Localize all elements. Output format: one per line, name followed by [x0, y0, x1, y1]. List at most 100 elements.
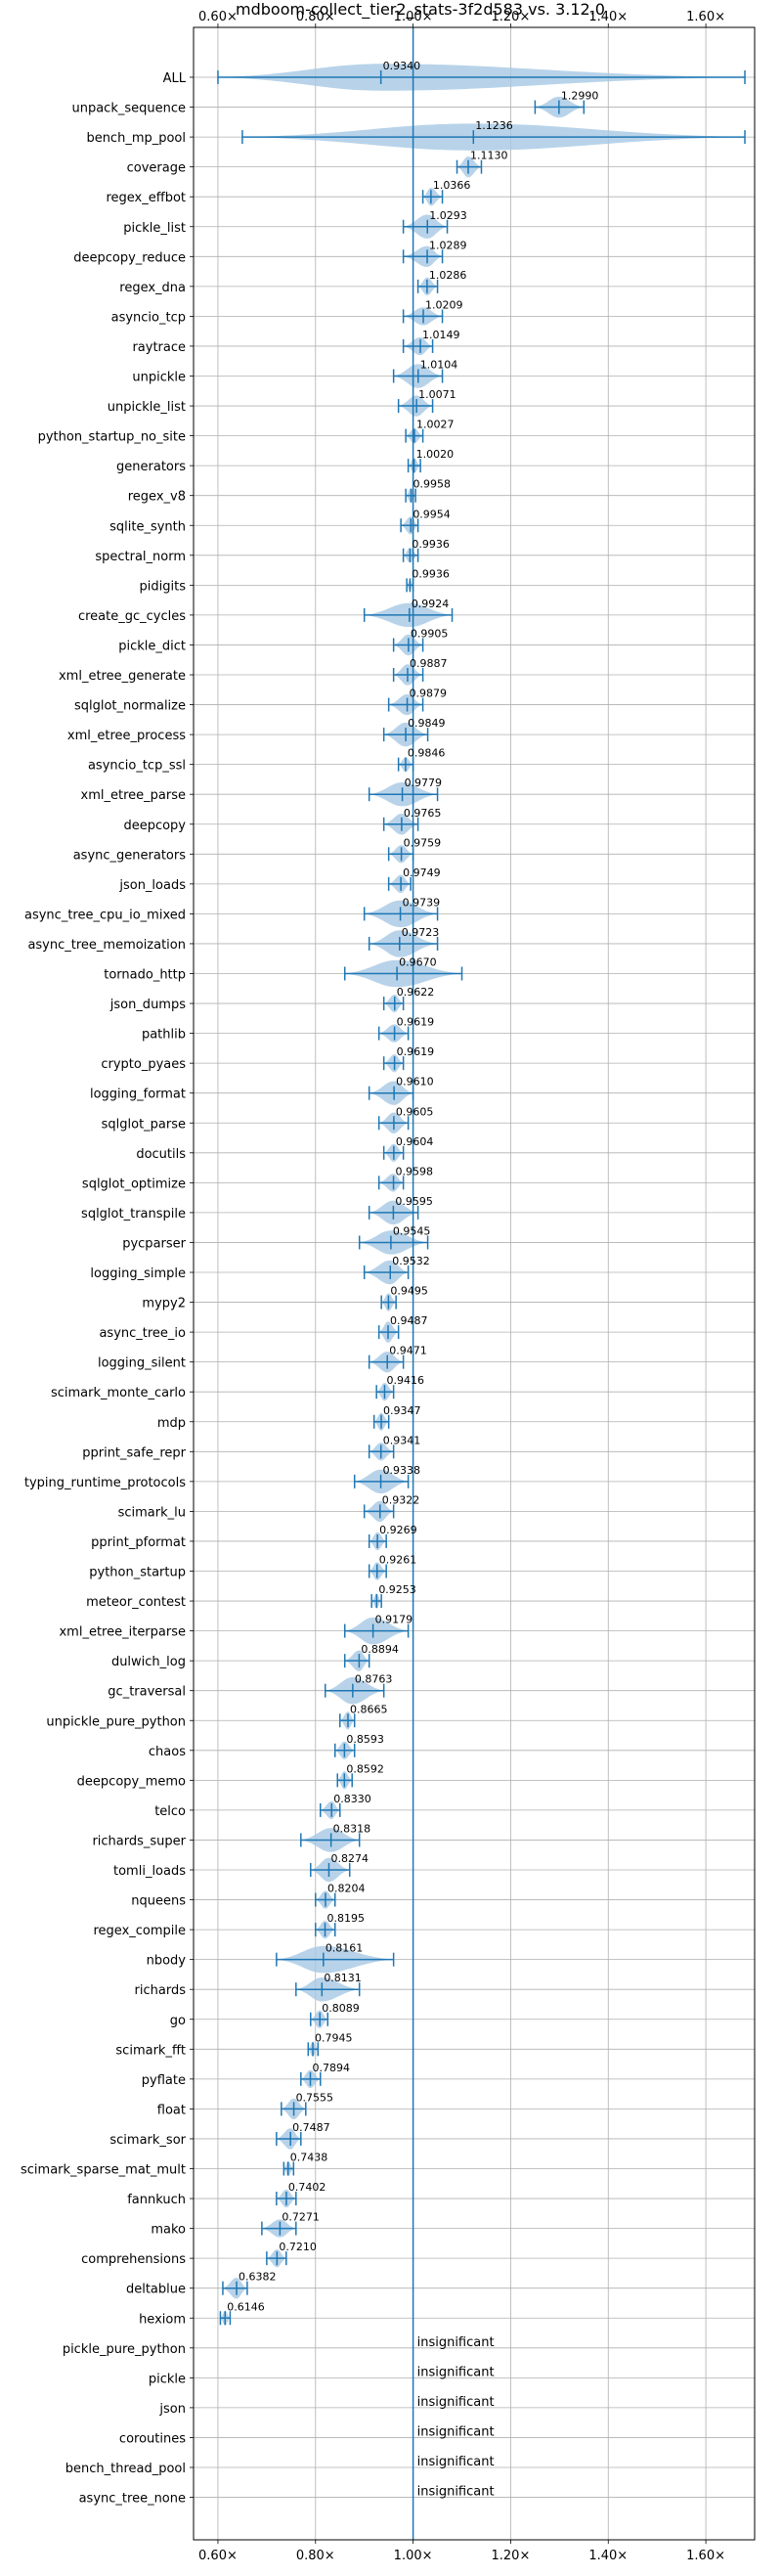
value-label: 0.9905	[411, 627, 449, 640]
y-tick-label: sqlglot_transpile	[81, 1207, 186, 1221]
y-tick-label: coverage	[127, 161, 186, 176]
y-tick-label: async_generators	[73, 848, 187, 863]
value-label: 0.8763	[355, 1673, 393, 1686]
insignificant-label: insignificant	[417, 2395, 495, 2410]
value-label: 0.7894	[312, 2062, 350, 2074]
y-tick-label: crypto_pyaes	[101, 1057, 186, 1072]
value-label: 0.9958	[413, 478, 452, 491]
x-tick-label-bottom: 0.80×	[296, 2549, 335, 2563]
y-tick-label: sqlglot_parse	[102, 1117, 186, 1132]
y-tick-label: hexiom	[139, 2312, 186, 2327]
y-tick-label: async_tree_none	[79, 2492, 186, 2507]
violin-layer	[217, 27, 746, 2540]
value-label: 0.9610	[396, 1076, 434, 1088]
value-label: 1.0366	[433, 179, 471, 192]
y-tick-label: unpickle	[132, 371, 186, 385]
value-label: 0.8592	[346, 1762, 384, 1775]
value-label: 0.7271	[282, 2211, 320, 2224]
value-label: 1.1236	[475, 119, 513, 132]
x-tick-label-bottom: 0.60×	[198, 2549, 238, 2563]
y-tick-label: nqueens	[131, 1894, 186, 1909]
value-label: 0.9495	[390, 1285, 428, 1298]
value-label: 1.0071	[418, 388, 456, 401]
value-label: 0.8330	[333, 1793, 371, 1805]
insignificant-label: insignificant	[417, 2335, 495, 2350]
y-tick-label: asyncio_tcp_ssl	[88, 759, 186, 774]
value-label: 0.8204	[327, 1883, 366, 1895]
value-label: 0.9545	[393, 1224, 431, 1237]
x-tick-label-top: 1.40×	[588, 10, 628, 24]
value-label: 0.9622	[397, 986, 435, 999]
y-tick-label: tomli_loads	[113, 1864, 186, 1879]
value-label: 0.9879	[410, 688, 448, 700]
y-tick-label: comprehensions	[81, 2252, 186, 2267]
value-label: 0.9849	[408, 717, 446, 730]
value-label: 1.0289	[429, 239, 467, 251]
value-label: 0.8274	[330, 1852, 369, 1865]
y-tick-label: sqlglot_optimize	[82, 1177, 186, 1191]
value-label: 0.9338	[383, 1464, 421, 1477]
y-tick-label: typing_runtime_protocols	[24, 1476, 186, 1490]
y-tick-label: pathlib	[142, 1028, 186, 1043]
y-tick-label: raytrace	[132, 340, 186, 355]
y-tick-label: spectral_norm	[95, 550, 186, 564]
y-tick-label: xml_etree_parse	[81, 788, 186, 803]
insignificant-label: insignificant	[417, 2424, 495, 2439]
y-tick-label: deepcopy_reduce	[73, 250, 186, 265]
value-label: 0.9604	[396, 1135, 434, 1148]
value-label: 0.9887	[410, 657, 448, 670]
value-label: 1.0149	[422, 329, 460, 341]
value-label: 0.9595	[395, 1195, 433, 1208]
value-label: 0.9261	[379, 1554, 417, 1567]
value-label: 0.8665	[350, 1703, 388, 1715]
value-label: 0.8593	[346, 1733, 384, 1746]
value-label: 0.9619	[397, 1045, 435, 1058]
axis-layer: ALL unpack_sequence bench_mp_pool coverage r…	[21, 10, 756, 2563]
y-tick-label: async_tree_io	[99, 1326, 186, 1341]
y-tick-label: unpickle_list	[108, 400, 186, 415]
value-label: 0.7945	[315, 2031, 353, 2044]
y-tick-label: ALL	[163, 71, 187, 86]
y-tick-label: scimark_sor	[109, 2133, 186, 2148]
y-tick-label: create_gc_cycles	[78, 609, 186, 624]
x-tick-label-top: 1.20×	[492, 10, 531, 24]
value-label: 0.8131	[324, 1972, 362, 1984]
value-label: 1.1130	[470, 150, 508, 162]
y-tick-label: pycparser	[122, 1236, 186, 1251]
y-tick-label: pidigits	[140, 579, 187, 594]
value-label: 0.7402	[288, 2181, 326, 2194]
y-tick-label: regex_effbot	[106, 191, 186, 205]
y-tick-label: async_tree_cpu_io_mixed	[24, 908, 186, 922]
x-tick-label-top: 0.80×	[296, 10, 335, 24]
value-label: 0.8318	[333, 1822, 371, 1835]
x-tick-label-bottom: 1.20×	[492, 2549, 531, 2563]
value-label: 0.9846	[408, 747, 446, 760]
y-tick-label: pickle_pure_python	[63, 2342, 186, 2357]
value-label: 0.8894	[361, 1643, 399, 1656]
x-tick-label-bottom: 1.00×	[394, 2549, 433, 2563]
y-tick-label: pprint_safe_repr	[82, 1445, 186, 1460]
y-tick-label: float	[157, 2103, 186, 2117]
y-tick-label: generators	[116, 460, 186, 474]
y-tick-label: sqlglot_normalize	[74, 699, 186, 714]
y-tick-label: coroutines	[119, 2431, 186, 2446]
value-label: 0.9759	[404, 836, 442, 849]
insignificant-label: insignificant	[417, 2365, 495, 2379]
y-tick-label: scimark_monte_carlo	[51, 1386, 186, 1400]
y-tick-label: pickle	[149, 2372, 186, 2386]
value-label: 0.9749	[403, 866, 441, 879]
value-label: 0.7555	[296, 2091, 334, 2104]
y-tick-label: bench_thread_pool	[65, 2462, 186, 2476]
value-label: 0.9765	[404, 807, 442, 820]
y-tick-label: json	[158, 2402, 186, 2417]
y-tick-label: deepcopy_memo	[77, 1774, 186, 1789]
x-tick-label-bottom: 1.60×	[686, 2549, 725, 2563]
y-tick-label: scimark_sparse_mat_mult	[21, 2163, 186, 2178]
y-tick-label: pickle_list	[123, 221, 186, 236]
insignificant-label: insignificant	[417, 2455, 495, 2469]
y-tick-label: async_tree_memoization	[27, 938, 186, 953]
y-tick-label: python_startup_no_site	[38, 430, 186, 445]
value-label: 1.0293	[429, 209, 467, 222]
